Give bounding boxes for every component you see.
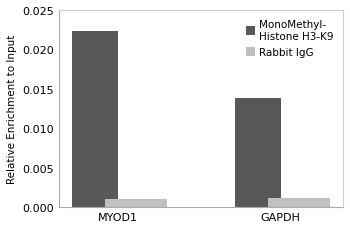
Bar	[72, 32, 118, 207]
Bar	[105, 199, 167, 207]
Bar	[268, 198, 330, 207]
Bar	[235, 99, 281, 207]
Y-axis label: Relative Enrichment to Input: Relative Enrichment to Input	[7, 35, 17, 183]
Legend: MonoMethyl-
Histone H3-K9, Rabbit IgG: MonoMethyl- Histone H3-K9, Rabbit IgG	[241, 16, 338, 62]
